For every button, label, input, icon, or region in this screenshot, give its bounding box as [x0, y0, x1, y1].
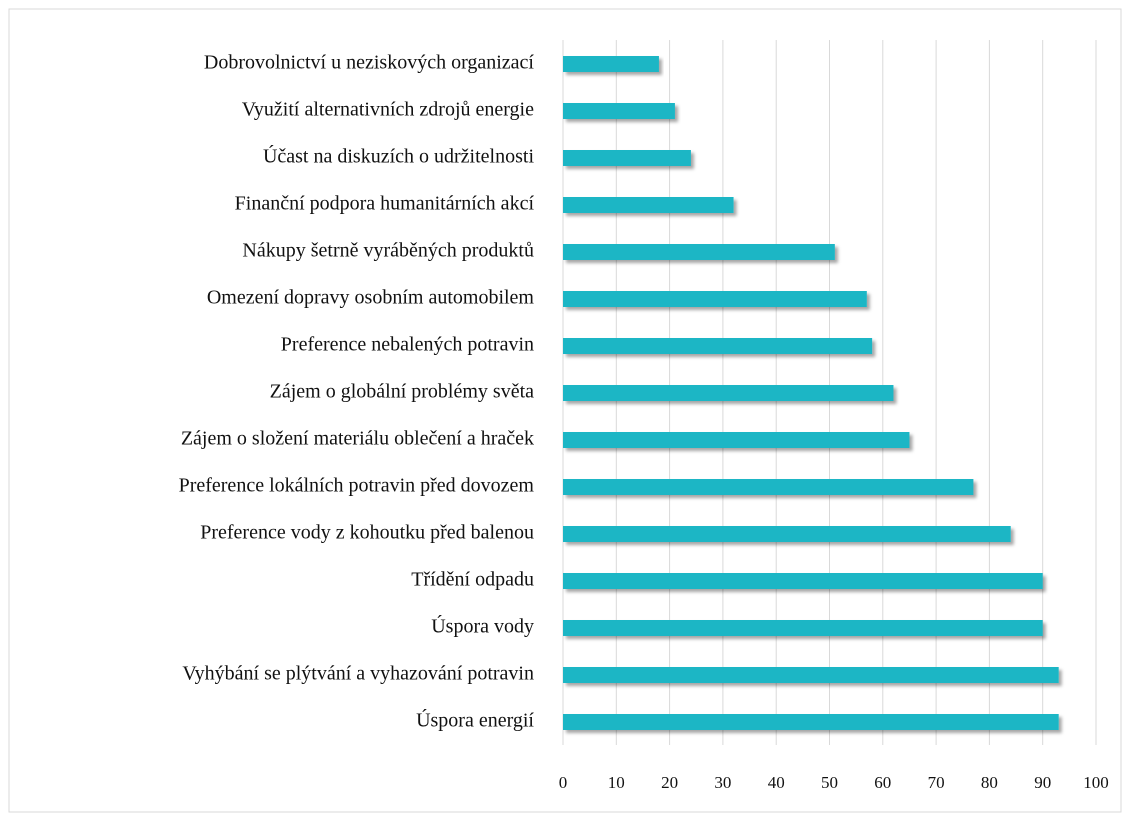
- y-tick-label: Využití alternativních zdrojů energie: [242, 99, 534, 121]
- x-tick-label: 50: [821, 773, 838, 792]
- y-tick-label: Preference vody z kohoutku před balenou: [200, 522, 534, 544]
- bar: [563, 432, 910, 448]
- chart-frame: [8, 8, 1122, 813]
- bar: [563, 620, 1043, 636]
- bar: [563, 197, 734, 213]
- y-tick-label: Vyhýbání se plýtvání a vyhazování potrav…: [182, 663, 534, 685]
- x-tick-label: 20: [661, 773, 678, 792]
- bar: [563, 56, 659, 72]
- bar: [563, 667, 1059, 683]
- y-tick-label: Omezení dopravy osobním automobilem: [207, 287, 535, 309]
- bar: [563, 244, 835, 260]
- bar: [563, 479, 974, 495]
- y-tick-label: Úspora vody: [431, 614, 534, 638]
- y-tick-label: Úspora energií: [416, 708, 534, 732]
- y-tick-label: Finanční podpora humanitárních akcí: [235, 193, 535, 215]
- bar: [563, 103, 675, 119]
- x-tick-label: 10: [608, 773, 625, 792]
- bar: [563, 714, 1059, 730]
- bar: [563, 526, 1011, 542]
- x-tick-label: 60: [874, 773, 891, 792]
- bar: [563, 573, 1043, 589]
- x-tick-label: 100: [1083, 773, 1109, 792]
- x-tick-label: 40: [768, 773, 785, 792]
- y-tick-label: Preference lokálních potravin před dovoz…: [179, 475, 535, 497]
- x-tick-label: 0: [559, 773, 568, 792]
- y-tick-label: Třídění odpadu: [411, 569, 534, 591]
- x-tick-label: 80: [981, 773, 998, 792]
- bar: [563, 291, 867, 307]
- x-tick-label: 30: [714, 773, 731, 792]
- x-tick-label: 90: [1034, 773, 1051, 792]
- y-tick-label: Preference nebalených potravin: [281, 334, 534, 356]
- y-tick-label: Zájem o globální problémy světa: [270, 381, 534, 403]
- bar: [563, 338, 873, 354]
- y-tick-label: Dobrovolnictví u neziskových organizací: [204, 52, 535, 74]
- x-tick-label: 70: [928, 773, 945, 792]
- bar: [563, 385, 894, 401]
- bar: [563, 150, 691, 166]
- y-tick-label: Nákupy šetrně vyráběných produktů: [242, 240, 534, 262]
- y-tick-label: Zájem o složení materiálu oblečení a hra…: [181, 428, 534, 450]
- y-tick-label: Účast na diskuzích o udržitelnosti: [263, 144, 534, 168]
